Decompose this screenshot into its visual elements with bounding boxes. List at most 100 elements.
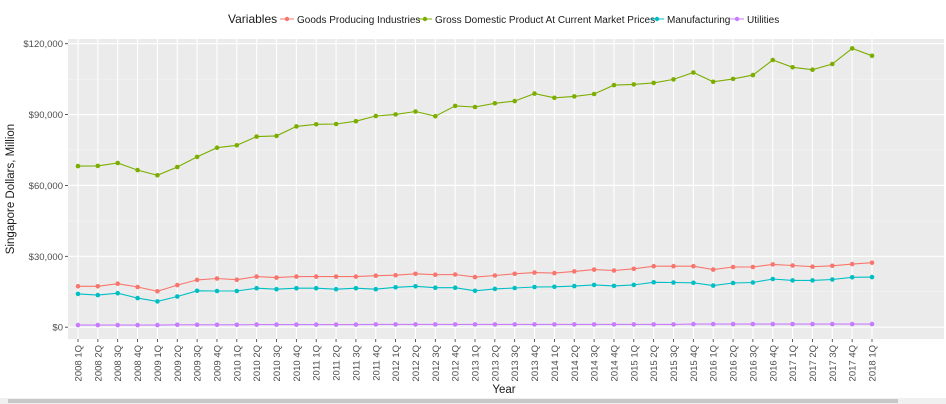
- data-point: [810, 278, 815, 283]
- data-point: [790, 263, 795, 268]
- data-point: [95, 292, 101, 298]
- x-tick-label: 2009 3Q: [193, 345, 204, 381]
- data-point: [75, 163, 81, 169]
- data-point: [373, 113, 379, 119]
- data-point: [591, 322, 597, 327]
- data-point: [135, 167, 140, 173]
- x-tick-label: 2010 1Q: [232, 345, 243, 381]
- data-point: [492, 286, 498, 292]
- data-point: [532, 322, 537, 327]
- x-tick-label: 2017 2Q: [808, 345, 819, 381]
- data-point: [433, 285, 438, 291]
- x-tick-label: 2018 1Q: [868, 345, 879, 381]
- data-point: [730, 321, 736, 327]
- data-point: [532, 284, 537, 290]
- x-tick-label: 2011 4Q: [371, 345, 382, 381]
- data-point: [849, 321, 855, 327]
- x-tick-label: 2014 1Q: [550, 345, 561, 381]
- data-point: [294, 124, 299, 129]
- data-point: [373, 286, 379, 292]
- plot-panel: [68, 39, 944, 339]
- x-axis: 2008 1Q 2008 2Q 2008 3Q 2008 4Q 2009 1Q 2009 …: [74, 339, 879, 381]
- data-point: [175, 164, 180, 170]
- data-point: [433, 113, 438, 119]
- data-point: [393, 322, 398, 327]
- data-point: [313, 274, 319, 279]
- data-point: [710, 79, 716, 85]
- data-point: [770, 57, 776, 63]
- data-point: [611, 283, 617, 289]
- horizontal-scrollbar[interactable]: [0, 398, 946, 404]
- data-point: [730, 280, 736, 286]
- x-tick-label: 2011 3Q: [351, 345, 362, 381]
- data-point: [552, 322, 557, 327]
- data-point: [532, 91, 537, 96]
- x-tick-label: 2017 4Q: [848, 345, 859, 381]
- data-point: [552, 270, 557, 276]
- data-point: [671, 280, 676, 285]
- data-point: [512, 322, 517, 327]
- data-point: [591, 282, 597, 288]
- x-tick-label: 2011 1Q: [312, 345, 323, 381]
- scrollbar-thumb[interactable]: [8, 399, 898, 403]
- data-point: [512, 271, 517, 277]
- data-point: [830, 321, 835, 327]
- data-point: [214, 288, 220, 294]
- y-axis: $0 $30,000 $60,000 $90,000 $120,000: [23, 39, 68, 334]
- data-point: [393, 112, 398, 117]
- data-point: [393, 285, 398, 290]
- data-point: [75, 284, 81, 289]
- legend-title: Variables: [228, 12, 277, 26]
- data-point: [452, 285, 458, 291]
- data-point: [651, 263, 656, 269]
- x-tick-label: 2010 3Q: [272, 345, 283, 381]
- data-point: [631, 322, 637, 327]
- x-tick-label: 2010 4Q: [292, 345, 303, 381]
- data-point: [651, 280, 656, 285]
- x-tick-label: 2012 3Q: [431, 345, 442, 381]
- data-point: [532, 270, 537, 275]
- data-point: [671, 263, 676, 269]
- data-point: [175, 282, 180, 288]
- data-point: [830, 61, 835, 67]
- data-point: [294, 285, 299, 291]
- data-point: [135, 322, 140, 328]
- data-point: [274, 322, 279, 327]
- x-tick-label: 2014 4Q: [609, 345, 620, 381]
- data-point: [194, 288, 200, 294]
- data-point: [869, 260, 875, 266]
- data-point: [869, 53, 875, 59]
- y-tick-label: $60,000: [29, 181, 63, 192]
- data-point: [353, 285, 359, 291]
- data-point: [214, 322, 220, 328]
- data-point: [770, 321, 776, 327]
- data-point: [75, 291, 81, 297]
- data-point: [95, 322, 101, 328]
- data-point: [353, 322, 359, 327]
- data-point: [274, 275, 279, 280]
- x-tick-label: 2008 1Q: [74, 345, 85, 381]
- legend-label: Goods Producing Industries: [297, 15, 420, 26]
- x-tick-label: 2009 1Q: [153, 345, 164, 381]
- data-point: [691, 280, 696, 286]
- legend-item-goods: Goods Producing Industries: [280, 15, 420, 26]
- data-point: [631, 82, 637, 87]
- data-point: [115, 281, 120, 287]
- x-tick-label: 2016 4Q: [768, 345, 779, 381]
- data-point: [611, 82, 617, 88]
- data-point: [393, 272, 398, 278]
- data-point: [849, 261, 855, 267]
- grid-minor: [68, 78, 944, 293]
- data-point: [413, 322, 418, 327]
- data-point: [591, 267, 597, 272]
- data-point: [373, 273, 379, 279]
- data-point: [155, 289, 160, 294]
- legend-item-utilities: Utilities: [730, 15, 779, 26]
- x-tick-label: 2012 1Q: [391, 345, 402, 381]
- legend-item-manufacturing: Manufacturing: [650, 15, 730, 26]
- data-point: [135, 295, 140, 301]
- data-point: [175, 322, 180, 328]
- x-tick-label: 2017 3Q: [828, 345, 839, 381]
- data-point: [115, 290, 120, 296]
- data-point: [790, 321, 795, 327]
